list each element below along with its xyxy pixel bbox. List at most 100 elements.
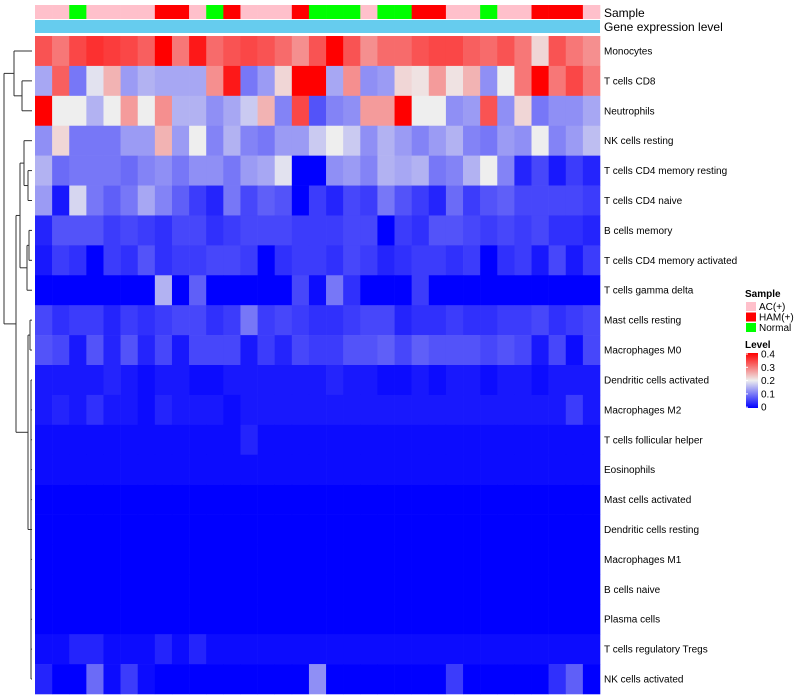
heatmap-cell: [137, 95, 156, 127]
heatmap-cell: [120, 125, 139, 156]
heatmap-cell: [86, 664, 104, 695]
heatmap-cell: [206, 514, 224, 545]
heatmap-cell: [274, 634, 293, 665]
heatmap-cell: [35, 335, 53, 366]
level-legend-title: Level: [745, 340, 771, 351]
heatmap-cell: [257, 65, 275, 97]
heatmap-cell: [343, 634, 361, 665]
heatmap-cell: [497, 544, 515, 575]
sample-legend-label: Normal: [759, 323, 791, 334]
heatmap-cell: [514, 634, 532, 665]
heatmap-cell: [582, 514, 601, 545]
heatmap-cell: [411, 36, 430, 67]
heatmap-cell: [343, 514, 361, 545]
heatmap-cell: [308, 215, 327, 246]
heatmap-cell: [497, 125, 515, 156]
heatmap-cell: [308, 365, 327, 396]
heatmap-cell: [35, 36, 53, 67]
sample-annotation-cell: [514, 5, 532, 19]
heatmap-cell: [189, 245, 207, 276]
heatmap-cell: [274, 454, 293, 485]
heatmap-cell: [103, 155, 121, 186]
heatmap-cell: [326, 394, 344, 426]
heatmap-cell: [480, 36, 498, 67]
heatmap-cell: [154, 305, 173, 336]
sample-annotation-cell: [360, 5, 378, 19]
heatmap-cell: [206, 335, 224, 366]
heatmap-cell: [326, 484, 344, 515]
heatmap-cell: [86, 604, 104, 635]
heatmap-cell: [343, 484, 361, 515]
heatmap-cell: [274, 275, 293, 306]
heatmap-cell: [240, 155, 258, 186]
heatmap-cell: [377, 394, 395, 426]
heatmap-cell: [463, 394, 481, 426]
heatmap-cell: [326, 335, 344, 366]
heatmap-cell: [445, 634, 464, 665]
heatmap-cell: [137, 604, 156, 635]
heatmap-cell: [411, 275, 430, 306]
row-label: Mast cells resting: [604, 316, 681, 327]
heatmap-cell: [548, 185, 567, 216]
heatmap-cell: [377, 424, 395, 456]
heatmap-cell: [274, 215, 293, 246]
heatmap-cell: [445, 305, 464, 336]
heatmap-cell: [291, 215, 310, 246]
heatmap-cell: [394, 185, 412, 216]
heatmap-cell: [514, 394, 532, 426]
heatmap-cell: [394, 245, 412, 276]
heatmap-cell: [463, 36, 481, 67]
heatmap-cell: [52, 215, 70, 246]
sample-annotation-cell: [428, 5, 447, 19]
heatmap-cell: [565, 634, 584, 665]
heatmap-cell: [52, 65, 70, 97]
heatmap-cell: [154, 484, 173, 515]
heatmap-cell: [360, 574, 378, 605]
heatmap-cell: [411, 185, 430, 216]
level-tick-label: 0.1: [761, 389, 775, 400]
heatmap-cell: [480, 544, 498, 575]
heatmap-cell: [582, 65, 601, 97]
heatmap-cell: [360, 275, 378, 306]
heatmap-cell: [35, 125, 53, 156]
heatmap-cell: [137, 36, 156, 67]
heatmap-cell: [463, 185, 481, 216]
heatmap-cell: [463, 125, 481, 156]
heatmap-cell: [308, 305, 327, 336]
heatmap-cell: [531, 95, 549, 127]
heatmap-cell: [463, 275, 481, 306]
heatmap-cell: [394, 335, 412, 366]
heatmap-cell: [514, 335, 532, 366]
heatmap-cell: [463, 335, 481, 366]
heatmap-cell: [428, 514, 447, 545]
heatmap-cell: [480, 305, 498, 336]
heatmap-cell: [480, 335, 498, 366]
heatmap-cell: [223, 484, 241, 515]
heatmap-cell: [326, 664, 344, 695]
heatmap-cell: [120, 544, 139, 575]
heatmap-cell: [257, 36, 275, 67]
heatmap-cell: [223, 215, 241, 246]
heatmap-cell: [428, 574, 447, 605]
heatmap-cell: [86, 185, 104, 216]
heatmap-cell: [445, 155, 464, 186]
heatmap-cell: [377, 664, 395, 695]
heatmap-cell: [171, 424, 190, 456]
heatmap-cell: [326, 65, 344, 97]
heatmap-cell: [223, 275, 241, 306]
heatmap-cell: [69, 394, 87, 426]
heatmap-cell: [394, 514, 412, 545]
heatmap-cell: [428, 125, 447, 156]
heatmap-cell: [565, 95, 584, 127]
heatmap-cell: [223, 634, 241, 665]
heatmap-cell: [86, 574, 104, 605]
heatmap-cell: [137, 335, 156, 366]
heatmap-cell: [445, 544, 464, 575]
heatmap-cell: [171, 125, 190, 156]
sample-annotation-cell: [35, 5, 53, 19]
heatmap-cell: [497, 664, 515, 695]
heatmap-cell: [291, 484, 310, 515]
heatmap-cell: [497, 215, 515, 246]
heatmap-cell: [69, 544, 87, 575]
